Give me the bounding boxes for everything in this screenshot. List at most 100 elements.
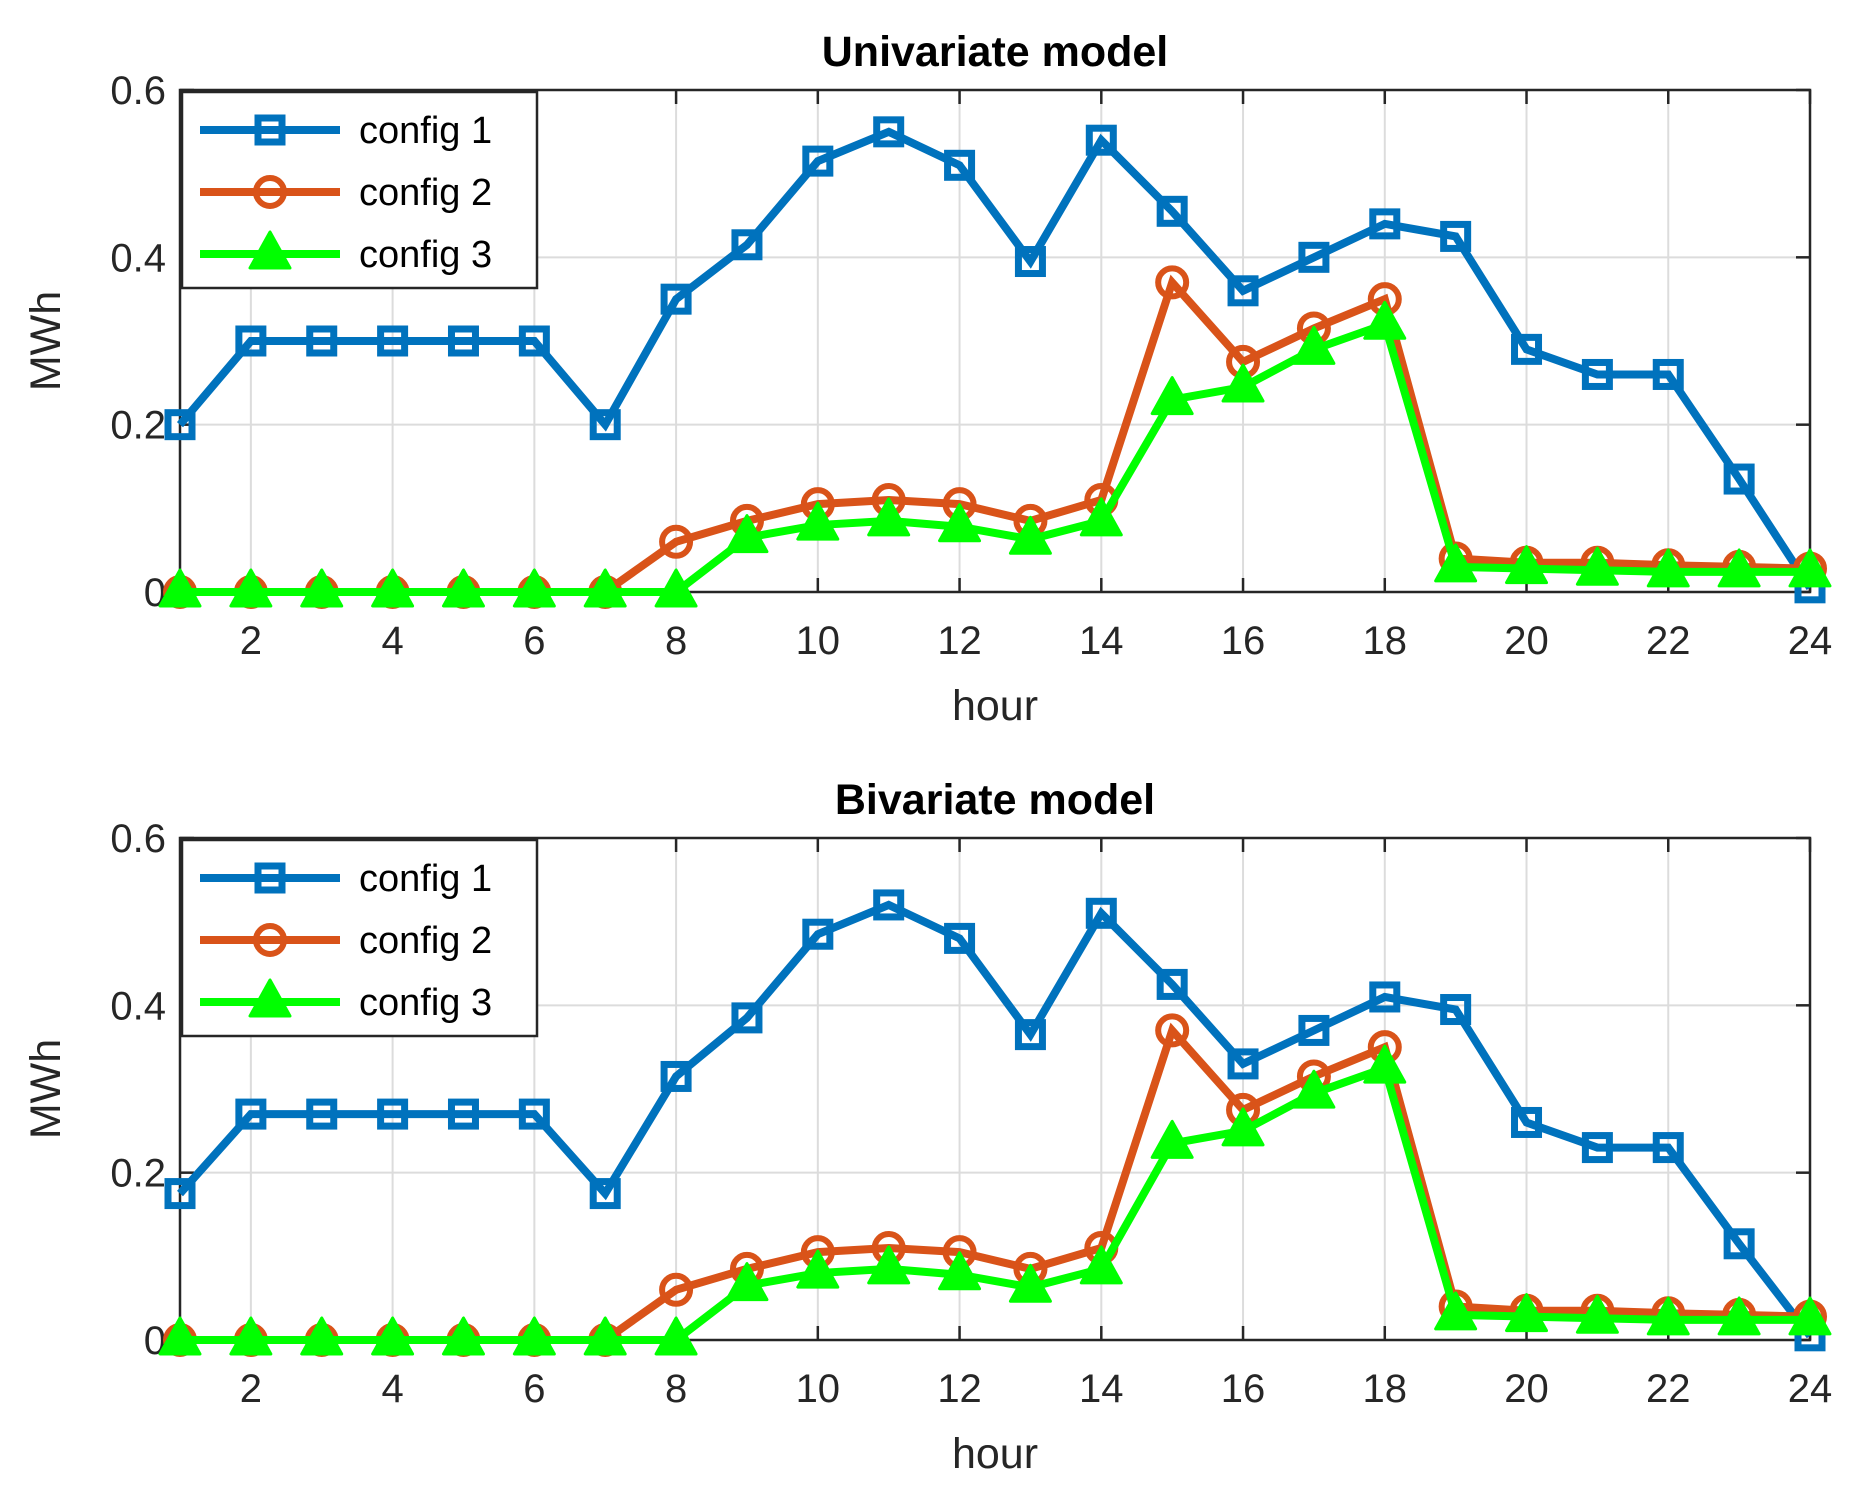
x-tick-label: 16 — [1221, 1367, 1266, 1411]
data-point — [235, 325, 267, 357]
x-tick-label: 22 — [1646, 1367, 1691, 1411]
data-point — [1434, 1291, 1478, 1331]
data-point — [229, 568, 273, 608]
legend-label: config 2 — [359, 172, 492, 214]
data-point — [377, 325, 409, 357]
data-point — [1150, 376, 1194, 416]
data-point — [1150, 1119, 1194, 1159]
legend-marker — [253, 923, 287, 957]
data-point — [589, 1178, 621, 1210]
data-point — [447, 1098, 479, 1130]
y-tick-label: 0.2 — [110, 1152, 166, 1196]
legend-label: config 3 — [359, 234, 492, 276]
data-point — [1298, 1014, 1330, 1046]
data-point — [1014, 246, 1046, 278]
data-point — [1227, 1048, 1259, 1080]
data-point — [371, 568, 415, 608]
data-point — [1369, 208, 1401, 240]
data-point — [1440, 220, 1472, 252]
x-tick-label: 8 — [665, 619, 687, 663]
data-point — [1227, 275, 1259, 307]
data-point — [1298, 241, 1330, 273]
data-point — [802, 918, 834, 950]
y-axis-label: MWh — [22, 1039, 70, 1139]
data-point — [1221, 1107, 1265, 1147]
data-point — [1723, 1228, 1755, 1260]
series-3 — [158, 1044, 1832, 1356]
x-tick-label: 18 — [1363, 1367, 1408, 1411]
data-point — [377, 1098, 409, 1130]
data-point — [1646, 1296, 1690, 1336]
data-point — [873, 889, 905, 921]
data-point — [164, 1178, 196, 1210]
data-point — [1788, 1296, 1832, 1336]
data-point — [938, 1251, 982, 1291]
series-3 — [158, 300, 1832, 608]
data-point — [1008, 515, 1052, 555]
data-point — [441, 568, 485, 608]
x-tick-label: 22 — [1646, 619, 1691, 663]
data-point — [1363, 1044, 1407, 1084]
data-point — [867, 497, 911, 537]
data-point — [1505, 545, 1549, 585]
data-point — [660, 283, 692, 315]
chart-panel-1: 2 4 6 8 10 12 14 16 18 20 22 2400.20.40.6Univariate… — [22, 28, 1832, 730]
y-tick-label: 0 — [144, 1319, 166, 1363]
data-point — [300, 1316, 344, 1356]
data-point — [944, 149, 976, 181]
y-tick-label: 0.2 — [110, 404, 166, 448]
data-point — [1156, 968, 1188, 1000]
data-point — [659, 1272, 694, 1307]
x-tick-label: 18 — [1363, 619, 1408, 663]
x-tick-label: 20 — [1504, 1367, 1549, 1411]
x-tick-label: 6 — [523, 619, 545, 663]
x-tick-label: 24 — [1788, 619, 1833, 663]
data-point — [1155, 1013, 1190, 1048]
x-tick-label: 4 — [381, 1367, 403, 1411]
x-tick-label: 2 — [240, 619, 262, 663]
data-point — [654, 568, 698, 608]
data-point — [731, 229, 763, 261]
axes-box — [178, 88, 1812, 594]
data-point — [1008, 1263, 1052, 1303]
data-point — [873, 116, 905, 148]
x-tick-label: 12 — [937, 619, 982, 663]
data-point — [512, 1316, 556, 1356]
y-tick-label: 0.4 — [110, 984, 166, 1028]
legend-marker — [253, 175, 287, 209]
legend-label: config 1 — [359, 110, 492, 152]
legend: config 1 config 2 config 3 — [180, 90, 539, 290]
data-point — [1363, 300, 1407, 340]
legend-marker — [254, 862, 286, 894]
x-tick-label: 10 — [796, 619, 841, 663]
data-point — [1434, 543, 1478, 583]
data-point — [1221, 363, 1265, 403]
data-point — [654, 1316, 698, 1356]
axes-box — [178, 836, 1812, 1342]
data-point — [583, 568, 627, 608]
x-tick-label: 20 — [1504, 619, 1549, 663]
data-point — [164, 409, 196, 441]
data-point — [306, 1098, 338, 1130]
data-point — [944, 922, 976, 954]
y-tick-label: 0.6 — [110, 817, 166, 861]
data-point — [1717, 548, 1761, 588]
data-point — [938, 503, 982, 543]
data-point — [441, 1316, 485, 1356]
data-point — [1079, 497, 1123, 537]
legend-marker — [248, 230, 292, 270]
data-point — [1575, 546, 1619, 586]
data-point — [235, 1098, 267, 1130]
x-tick-label: 14 — [1079, 619, 1124, 663]
data-point — [583, 1316, 627, 1356]
data-point — [1581, 358, 1613, 390]
data-point — [1511, 1106, 1543, 1138]
x-tick-label: 12 — [937, 1367, 982, 1411]
data-point — [725, 1262, 769, 1302]
data-point — [1155, 265, 1190, 300]
data-point — [447, 325, 479, 357]
y-tick-label: 0.6 — [110, 69, 166, 113]
legend-marker — [248, 978, 292, 1018]
data-point — [1575, 1294, 1619, 1334]
data-point — [229, 1316, 273, 1356]
